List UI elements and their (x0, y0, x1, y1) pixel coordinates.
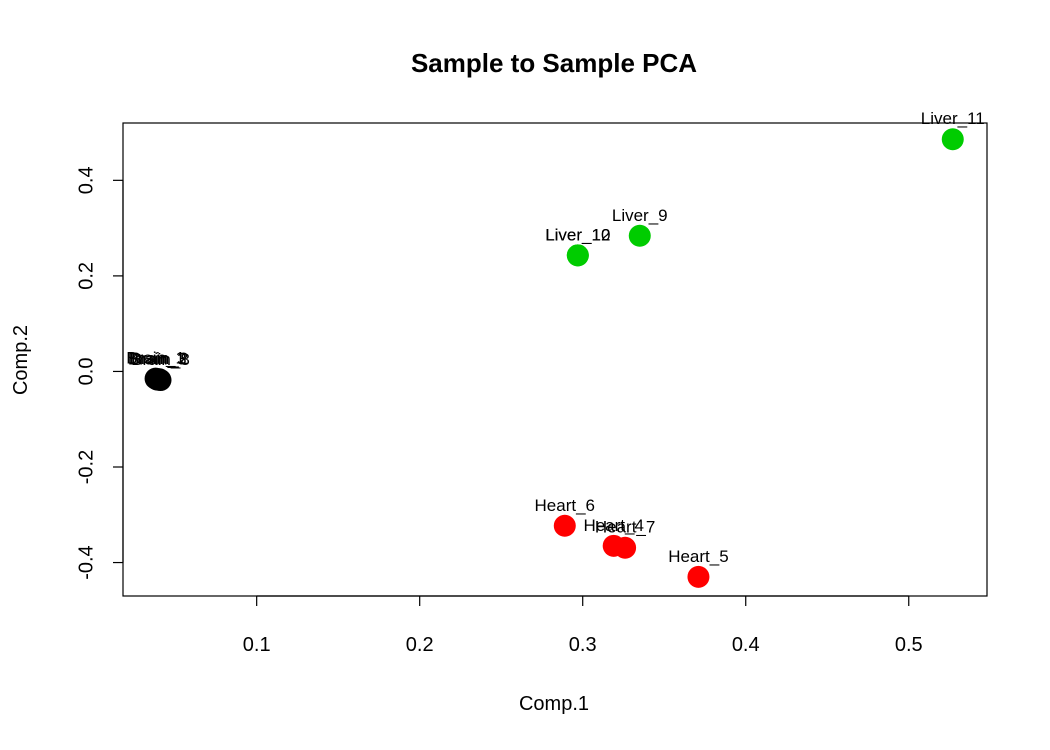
x-tick-label: 0.1 (243, 634, 271, 656)
point-label: Brain_1 (126, 349, 185, 368)
x-tick-label: 0.3 (569, 634, 597, 656)
x-tick-label: 0.2 (406, 634, 434, 656)
point-label: Brain_2 (130, 349, 189, 368)
data-point (614, 536, 637, 559)
y-tick-label: 0.4 (75, 166, 97, 194)
point-label: Brain_3 (128, 350, 187, 369)
data-point (566, 244, 589, 267)
y-tick-label: 0.2 (75, 262, 97, 290)
point-label: Brain_8 (131, 350, 190, 369)
data-point (553, 514, 576, 537)
chart-title: Sample to Sample PCA (411, 48, 697, 78)
y-axis: -0.4 -0.2 0.0 0.2 0.4 (75, 166, 124, 580)
x-axis: 0.1 0.2 0.3 0.4 0.5 (243, 595, 923, 656)
y-tick-label: -0.4 (75, 545, 97, 579)
point-label: Liver_11 (921, 109, 985, 128)
x-tick-label: 0.4 (732, 634, 760, 656)
y-tick-label: -0.2 (75, 450, 97, 484)
point-label: Liver_12 (545, 225, 610, 244)
data-point (687, 565, 710, 588)
point-label: Heart_7 (595, 518, 655, 537)
data-point (941, 128, 964, 151)
data-points (144, 128, 964, 588)
y-tick-label: 0.0 (75, 358, 97, 386)
point-labels: Brain_1Brain_2Brain_3Brain_8Liver_10Live… (126, 109, 984, 566)
point-label: Liver_9 (612, 206, 668, 225)
data-point (628, 224, 651, 247)
y-axis-label: Comp.2 (10, 325, 32, 395)
point-label: Heart_5 (668, 547, 728, 566)
data-point (149, 369, 172, 392)
x-axis-label: Comp.1 (519, 693, 589, 715)
point-label: Heart_4 (583, 516, 643, 535)
point-label: Liver_10 (545, 225, 610, 244)
point-label: Heart_6 (535, 496, 595, 515)
x-tick-label: 0.5 (895, 634, 923, 656)
